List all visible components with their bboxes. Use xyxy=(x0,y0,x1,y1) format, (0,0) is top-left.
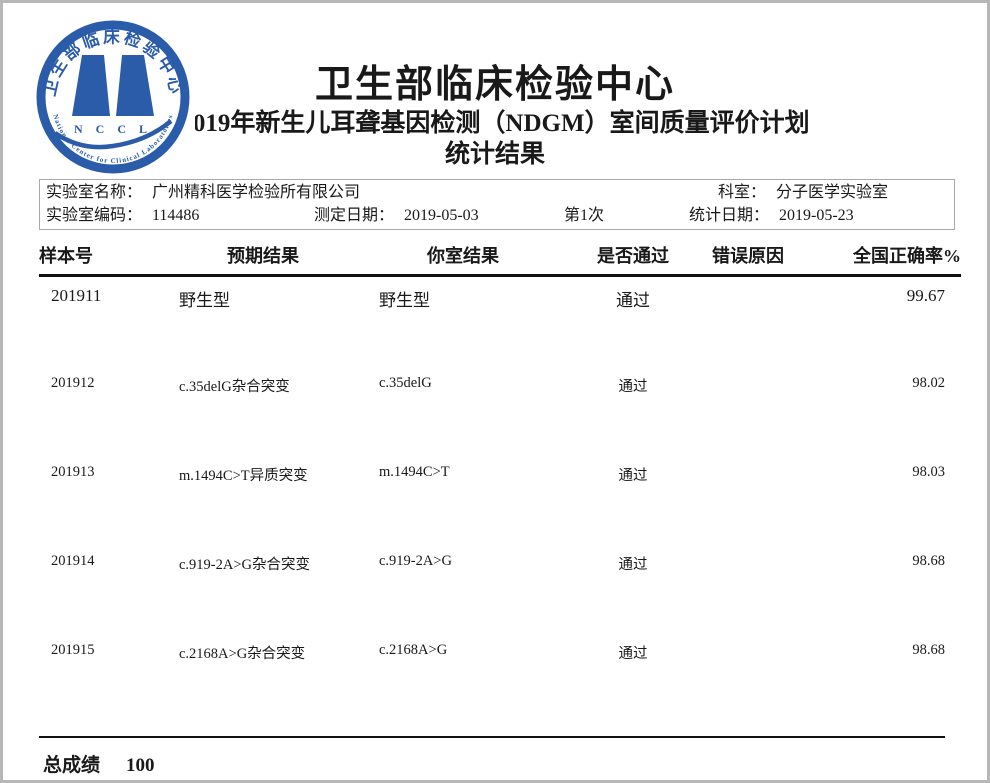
cell-pass: 通过 xyxy=(616,291,650,310)
table-row: 201915 c.2168A>G杂合突变 c.2168A>G 通过 98.68 xyxy=(39,633,961,722)
cell-expected: 野生型 xyxy=(179,291,230,310)
lab-code-label: 实验室编码： xyxy=(46,207,143,224)
table-row: 201911 野生型 野生型 通过 99.67 xyxy=(39,276,961,367)
cell-rate: 98.02 xyxy=(912,375,945,391)
cell-expected: m.1494C>T异质突变 xyxy=(179,468,308,484)
lab-code-value: 114486 xyxy=(152,207,200,224)
lab-name-group: 实验室名称： 广州精科医学检验所有限公司 xyxy=(46,181,386,204)
stat-date-group: 统计日期： 2019-05-23 xyxy=(689,204,854,227)
cell-pass: 通过 xyxy=(618,557,648,573)
cell-rate: 98.68 xyxy=(912,642,945,658)
cell-sample: 201911 xyxy=(51,286,102,305)
test-date-value: 2019-05-03 xyxy=(404,207,479,224)
cell-yours: 野生型 xyxy=(379,291,430,310)
lab-info-row-1: 实验室名称： 广州精科医学检验所有限公司 科室： 分子医学实验室 xyxy=(46,181,954,204)
cell-reason xyxy=(703,544,793,633)
lab-name-value: 广州精科医学检验所有限公司 xyxy=(152,184,361,201)
lab-info-row-2: 实验室编码： 114486 测定日期： 2019-05-03 第1次 统计日期： 20… xyxy=(46,204,954,227)
table-row: 201913 m.1494C>T异质突变 m.1494C>T 通过 98.03 xyxy=(39,455,961,544)
cell-pass: 通过 xyxy=(618,646,648,662)
cell-pass: 通过 xyxy=(618,379,648,395)
cell-rate: 99.67 xyxy=(906,286,945,305)
nccl-logo: 卫生部临床检验中心 National Center for Clinical L… xyxy=(31,15,195,179)
cell-reason xyxy=(703,366,793,455)
org-title: 卫生部临床检验中心 xyxy=(314,64,675,106)
cell-sample: 201912 xyxy=(51,375,95,391)
stat-date-value: 2019-05-23 xyxy=(779,207,854,224)
cell-yours: c.35delG xyxy=(379,375,432,391)
cell-pass: 通过 xyxy=(618,468,648,484)
cell-expected: c.35delG杂合突变 xyxy=(179,379,290,395)
table-header-row: 样本号 预期结果 你室结果 是否通过 错误原因 全国正确率% xyxy=(39,236,961,277)
table-row: 201912 c.35delG杂合突变 c.35delG 通过 98.02 xyxy=(39,366,961,455)
seal-wave xyxy=(53,119,173,150)
nccl-seal-icon: 卫生部临床检验中心 National Center for Clinical L… xyxy=(36,20,190,174)
dept-value: 分子医学实验室 xyxy=(775,184,888,201)
col-header-sample: 样本号 xyxy=(39,236,163,277)
cell-sample: 201915 xyxy=(51,642,95,658)
total-divider xyxy=(39,736,945,738)
lab-name-label: 实验室名称： xyxy=(46,184,143,201)
cell-sample: 201913 xyxy=(51,464,95,480)
col-header-pass: 是否通过 xyxy=(563,236,703,277)
dept-group: 科室： 分子医学实验室 xyxy=(718,181,954,204)
dept-label: 科室： xyxy=(717,184,766,201)
cell-rate: 98.03 xyxy=(912,464,945,480)
lab-info-box: 实验室名称： 广州精科医学检验所有限公司 科室： 分子医学实验室 实验室编码： 114… xyxy=(39,179,955,230)
cell-reason xyxy=(703,633,793,722)
cell-reason xyxy=(703,455,793,544)
lab-code-group: 实验室编码： 114486 xyxy=(46,204,314,227)
cell-yours: m.1494C>T xyxy=(379,464,450,480)
stat-date-label: 统计日期： xyxy=(689,207,770,224)
seal-flask-right xyxy=(116,55,154,116)
cell-sample: 201914 xyxy=(51,553,95,569)
col-header-reason: 错误原因 xyxy=(703,236,793,277)
col-header-expected: 预期结果 xyxy=(163,236,363,277)
total-score-value: 100 xyxy=(126,755,155,776)
test-date-label: 测定日期： xyxy=(314,207,395,224)
round-value: 第1次 xyxy=(564,207,605,224)
table-row: 201914 c.919-2A>G杂合突变 c.919-2A>G 通过 98.6… xyxy=(39,544,961,633)
results-table: 样本号 预期结果 你室结果 是否通过 错误原因 全国正确率% 201911 野生… xyxy=(39,236,961,722)
stat-subtitle: 统计结果 xyxy=(444,141,545,168)
cell-yours: c.919-2A>G xyxy=(379,553,453,569)
total-score: 总成绩 100 xyxy=(43,750,987,777)
col-header-rate: 全国正确率% xyxy=(793,236,961,277)
total-score-label: 总成绩 xyxy=(43,755,101,776)
test-date-group: 测定日期： 2019-05-03 xyxy=(314,204,564,227)
plan-title: 2019年新生儿耳聋基因检测（NDGM）室间质量评价计划 xyxy=(180,110,810,137)
col-header-yours: 你室结果 xyxy=(363,236,563,277)
cell-expected: c.919-2A>G杂合突变 xyxy=(179,557,311,573)
cell-expected: c.2168A>G杂合突变 xyxy=(179,646,306,662)
seal-nccl-letters: N C C L xyxy=(74,122,152,136)
cell-reason xyxy=(703,276,793,367)
cell-yours: c.2168A>G xyxy=(379,642,448,658)
seal-flask-left xyxy=(72,55,110,116)
cell-rate: 98.68 xyxy=(912,553,945,569)
